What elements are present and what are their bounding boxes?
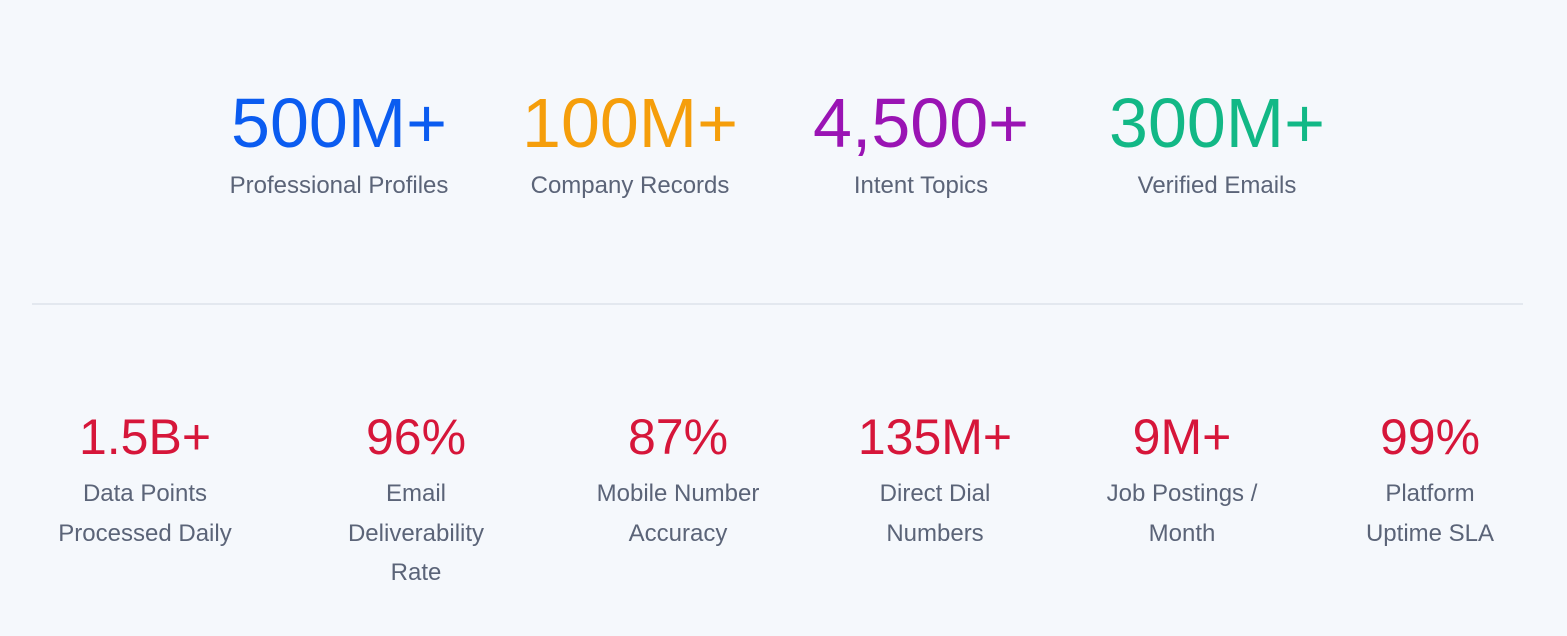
stat-value: 9M+	[1132, 409, 1232, 465]
stat-value: 135M+	[857, 409, 1013, 465]
stat-value: 87%	[627, 409, 729, 465]
stat-label-line: Month	[1148, 519, 1216, 547]
stat-label-line: Mobile Number	[596, 480, 760, 507]
stat-label-line: Platform	[1385, 480, 1475, 507]
stat-label-line: Processed Daily	[58, 519, 232, 547]
stat-label-line: Uptime SLA	[1365, 519, 1495, 547]
stat-label-line: Numbers	[886, 519, 984, 547]
divider	[32, 303, 1523, 305]
stat-label-line: Accuracy	[628, 519, 728, 547]
stat-label: Verified Emails	[1137, 172, 1297, 199]
stat-label: Professional Profiles	[229, 172, 449, 199]
stat-label: Intent Topics	[853, 172, 989, 199]
stat-value: 100M+	[522, 84, 738, 162]
stat-value: 1.5B+	[78, 409, 212, 465]
stat-label-line: Job Postings /	[1106, 480, 1258, 507]
stat-label: Company Records	[530, 172, 730, 199]
stat-value: 96%	[365, 409, 467, 465]
stat-label-line: Data Points	[82, 480, 208, 507]
stat-value: 300M+	[1109, 84, 1325, 162]
stat-label-line: Deliverability	[347, 519, 485, 547]
stat-label-line: Email	[385, 480, 447, 507]
stat-value: 4,500+	[812, 84, 1030, 162]
stat-value: 500M+	[231, 84, 447, 162]
stat-value: 99%	[1379, 409, 1481, 465]
stat-label-line: Rate	[390, 559, 442, 586]
stat-label-line: Direct Dial	[879, 480, 991, 507]
